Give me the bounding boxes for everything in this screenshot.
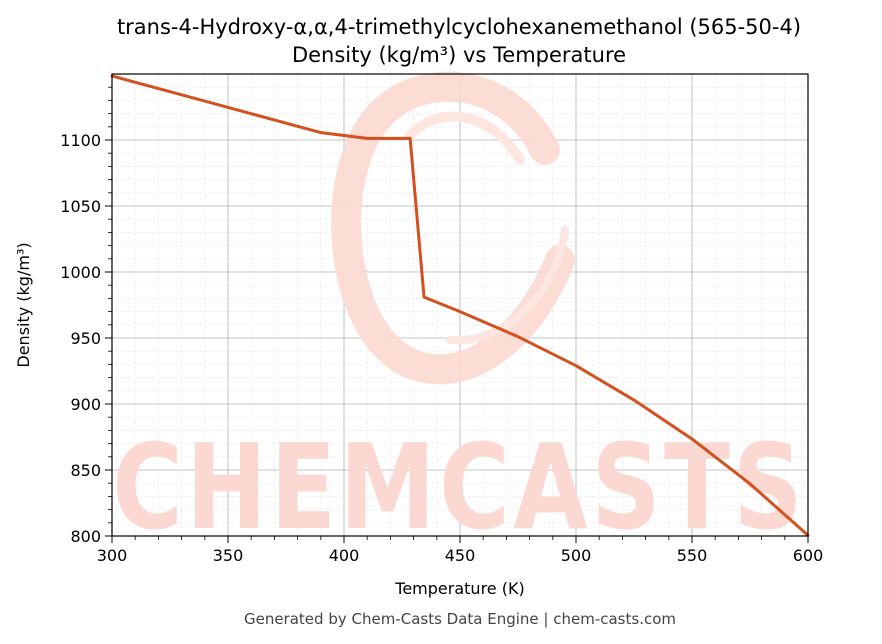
chart-title: trans-4-Hydroxy-α,α,4-trimethylcyclohexa… <box>117 15 801 39</box>
watermark-text: CHEMCASTS <box>112 418 806 556</box>
x-axis-label: Temperature (K) <box>394 579 524 598</box>
x-tick-label: 350 <box>213 546 244 565</box>
y-tick-label: 900 <box>70 395 101 414</box>
x-tick-label: 300 <box>97 546 128 565</box>
x-axis-ticks: 300 350 400 450 500 550 600 <box>97 536 824 565</box>
x-tick-label: 450 <box>445 546 476 565</box>
y-tick-label: 850 <box>70 461 101 480</box>
y-tick-label: 1100 <box>60 131 101 150</box>
x-tick-label: 550 <box>677 546 708 565</box>
y-tick-label: 950 <box>70 329 101 348</box>
series-line-density <box>110 74 810 537</box>
chart-subtitle: Density (kg/m³) vs Temperature <box>292 43 626 67</box>
x-tick-label: 500 <box>561 546 592 565</box>
x-tick-label: 600 <box>793 546 824 565</box>
y-axis-label: Density (kg/m³) <box>14 242 33 367</box>
y-tick-label: 1050 <box>60 197 101 216</box>
y-tick-label: 1000 <box>60 263 101 282</box>
watermark: CHEMCASTS <box>112 71 806 556</box>
plot-area: CHEMCASTS 300 350 400 450 500 550 600 800 850 90… <box>60 71 824 565</box>
footer-credit: Generated by Chem-Casts Data Engine | ch… <box>244 610 676 628</box>
x-tick-label: 400 <box>329 546 360 565</box>
watermark-logo-icon <box>331 71 575 385</box>
y-axis-ticks: 800 850 900 950 1000 1050 1100 <box>60 86 112 546</box>
y-tick-label: 800 <box>70 527 101 546</box>
